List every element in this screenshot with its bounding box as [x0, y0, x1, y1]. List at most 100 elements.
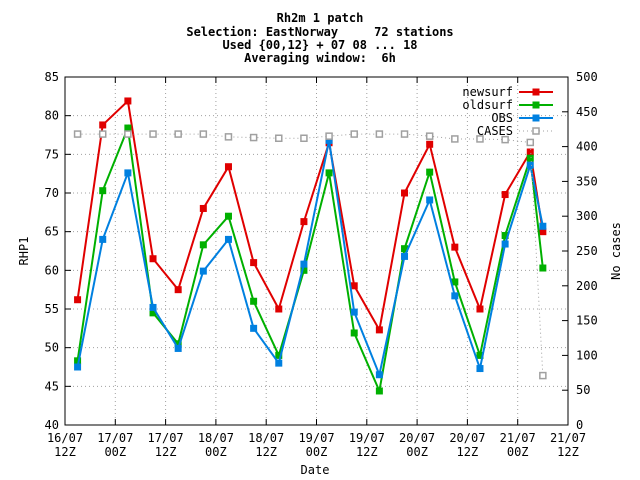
data-point: [350, 282, 358, 290]
series-obs: [74, 136, 547, 379]
legend-marker: [532, 127, 540, 135]
series-layer: [73, 97, 547, 395]
data-point: [99, 235, 107, 243]
y-tick-label: 60: [45, 263, 59, 277]
data-point: [325, 132, 333, 140]
x-tick-label-date: 21/07: [550, 431, 586, 445]
data-point: [526, 138, 535, 147]
data-point: [124, 97, 132, 105]
data-point: [149, 303, 157, 311]
x-tick-label-date: 19/07: [349, 431, 385, 445]
data-point: [224, 212, 232, 220]
data-point: [539, 222, 547, 230]
series-line-obs: [76, 140, 544, 379]
x-tick-label-date: 18/07: [198, 431, 234, 445]
y-axis-label: RHP1: [17, 237, 31, 266]
series-line-cases: [77, 133, 544, 376]
x-tick-label-date: 20/07: [399, 431, 435, 445]
data-point: [99, 187, 107, 195]
legend-entry-oldsurf: oldsurf: [462, 98, 553, 112]
data-point: [300, 260, 308, 268]
y2-axis-label: No cases: [609, 222, 623, 280]
series-line-oldsurf: [76, 124, 544, 395]
y-tick-label: 40: [45, 418, 59, 432]
data-point: [73, 130, 82, 138]
data-point: [124, 124, 132, 132]
data-point: [375, 387, 383, 395]
y-tick-label: 85: [45, 70, 59, 84]
data-point: [501, 191, 509, 199]
data-point: [224, 133, 233, 141]
y-tick-label: 55: [45, 302, 59, 316]
data-point: [199, 130, 208, 138]
y2-tick-label: 0: [576, 418, 583, 432]
y-tick-label: 65: [45, 225, 59, 239]
y2-tick-label: 250: [576, 244, 598, 258]
x-tick-label-date: 16/07: [47, 431, 83, 445]
data-point: [249, 133, 258, 142]
data-point: [350, 130, 358, 138]
x-tick-label-hour: 12Z: [557, 445, 579, 459]
data-point: [300, 134, 308, 142]
data-point: [350, 329, 358, 337]
data-point: [426, 168, 434, 176]
x-tick-label-date: 18/07: [248, 431, 284, 445]
data-point: [98, 130, 107, 138]
chart-title: Rh2m 1 patch: [277, 11, 364, 25]
y2-tick-label: 500: [576, 70, 598, 84]
legend-label: OBS: [491, 111, 513, 125]
data-point: [275, 305, 283, 313]
y2-tick-label: 100: [576, 348, 598, 362]
data-point: [275, 359, 283, 367]
data-point: [401, 252, 409, 260]
data-point: [199, 241, 207, 249]
data-point: [501, 240, 509, 248]
data-point: [174, 130, 182, 138]
data-point: [451, 243, 459, 251]
data-point: [451, 135, 459, 143]
legend-label: CASES: [477, 124, 513, 138]
y-tick-label: 70: [45, 186, 59, 200]
y-tick-label: 75: [45, 147, 59, 161]
data-point: [250, 259, 258, 267]
legend-entry-cases: CASES: [477, 124, 553, 138]
x-tick-label-hour: 00Z: [507, 445, 529, 459]
y2-tick-label: 50: [576, 383, 590, 397]
data-point: [476, 365, 484, 373]
data-point: [425, 132, 434, 140]
data-point: [124, 169, 132, 177]
data-point: [526, 154, 534, 162]
data-point: [224, 235, 232, 243]
y2-tick-label: 300: [576, 209, 598, 223]
legend-marker: [532, 114, 540, 122]
data-point: [74, 296, 82, 304]
legend-entry-obs: OBS: [491, 111, 553, 125]
chart-title-block: Rh2m 1 patch Selection: EastNorway 72 st…: [186, 11, 453, 65]
chart-subtitle-selection: Selection: EastNorway 72 stations: [186, 25, 453, 39]
data-point: [275, 351, 283, 359]
data-point: [476, 305, 484, 313]
x-tick-label-hour: 12Z: [356, 445, 378, 459]
data-point: [300, 218, 308, 226]
legend-marker: [532, 88, 540, 96]
data-point: [250, 297, 258, 305]
chart-subtitle-used: Used {00,12} + 07 08 ... 18: [222, 38, 417, 52]
data-point: [199, 204, 207, 212]
legend-entry-newsurf: newsurf: [462, 85, 553, 99]
y2-tick-label: 350: [576, 174, 598, 188]
data-point: [539, 371, 547, 380]
data-point: [539, 264, 547, 272]
series-line-newsurf: [76, 98, 544, 333]
chart-subtitle-window: Averaging window: 6h: [244, 51, 396, 65]
x-tick-label-hour: 00Z: [104, 445, 126, 459]
y-tick-label: 50: [45, 341, 59, 355]
x-tick-label-date: 17/07: [148, 431, 184, 445]
legend-marker: [532, 101, 540, 109]
data-point: [426, 196, 434, 204]
data-point: [250, 324, 258, 332]
data-point: [124, 130, 132, 138]
data-point: [375, 326, 383, 334]
data-point: [526, 161, 534, 169]
x-tick-label-date: 19/07: [298, 431, 334, 445]
data-point: [199, 267, 207, 275]
